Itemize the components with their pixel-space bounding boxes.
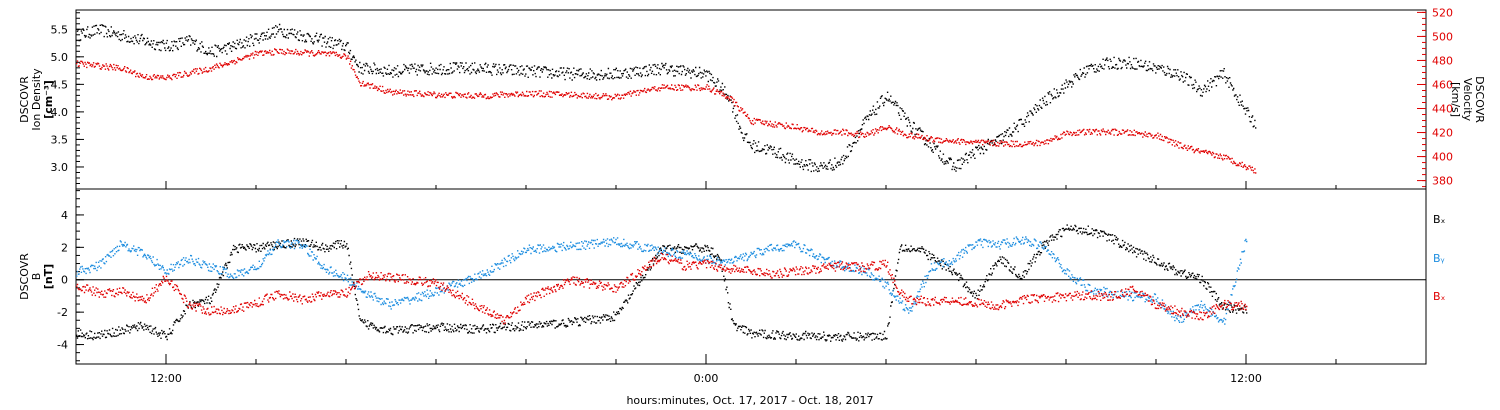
density-y-tick-label: 4.5 <box>51 78 69 91</box>
density-y-label: DSCOVRIon Density[cm⁻³] <box>18 68 55 131</box>
velocity-series-points <box>76 48 1257 174</box>
b-series-2-points <box>76 252 1248 325</box>
b-y-label-line: DSCOVR <box>18 253 31 300</box>
x-tick-label: 0:00 <box>694 372 719 385</box>
b-y-tick-label: -4 <box>57 339 68 352</box>
density-y-tick-label: 3.0 <box>51 161 69 174</box>
ion-density-series-points <box>76 23 1257 173</box>
velocity-y-tick-label: 520 <box>1432 6 1453 19</box>
density-y-tick-label: 5.0 <box>51 51 69 64</box>
b-y-label: DSCOVRB[nT] <box>18 253 55 300</box>
ion-density-velocity-panel: 3.0 3.5 4.0 4.5 5.0 5.5 380 400 420 440 460 480 500 5… <box>18 6 1486 190</box>
ion-density-series <box>76 23 1257 173</box>
density-y-label-line: [cm⁻³] <box>42 80 55 119</box>
velocity-y-label-line: [km/s] <box>1449 82 1462 117</box>
density-y-tick-label: 5.5 <box>51 23 69 36</box>
b-series-0 <box>76 224 1248 342</box>
magnetic-field-panel: -4 -2 0 2 4 DSCOVRB[nT] Bₓ Bᵧ Bₓ <box>18 188 1446 365</box>
x-axis: 12:00 0:00 12:00 <box>75 181 1427 385</box>
velocity-y-tick-label: 400 <box>1432 151 1453 164</box>
density-y-tick-label: 3.5 <box>51 133 69 146</box>
velocity-y-tick-label: 480 <box>1432 54 1453 67</box>
x-axis-title: hours:minutes, Oct. 17, 2017 - Oct. 18, … <box>626 394 873 407</box>
legend-label-2: Bₓ <box>1433 290 1446 303</box>
velocity-y-label-line: DSCOVR <box>1473 76 1486 123</box>
velocity-y-label: DSCOVRVelocity[km/s] <box>1449 76 1486 123</box>
velocity-y-tick-label: 460 <box>1432 78 1453 91</box>
legend-label-0: Bₓ <box>1433 213 1446 226</box>
velocity-y-label-line: Velocity <box>1461 78 1474 122</box>
b-series-0-points <box>76 224 1248 342</box>
velocity-y-tick-label: 440 <box>1432 103 1453 116</box>
density-y-label-line: DSCOVR <box>18 76 31 123</box>
legend-label-1: Bᵧ <box>1433 252 1445 265</box>
density-y-tick-label: 4.0 <box>51 106 69 119</box>
bottom-panel-frame <box>75 188 1427 365</box>
x-tick-label: 12:00 <box>150 372 182 385</box>
b-y-tick-label: 0 <box>61 274 68 287</box>
velocity-y-tick-label: 380 <box>1432 175 1453 188</box>
b-y-tick-label: 2 <box>61 241 68 254</box>
top-panel-frame <box>75 9 1427 190</box>
density-y-label-line: Ion Density <box>30 68 43 131</box>
b-y-tick-label: -2 <box>57 306 68 319</box>
x-tick-label: 12:00 <box>1230 372 1262 385</box>
b-y-tick-label: 4 <box>61 209 68 222</box>
velocity-series <box>76 48 1257 174</box>
velocity-y-tick-label: 420 <box>1432 127 1453 140</box>
velocity-y-tick-label: 500 <box>1432 30 1453 43</box>
b-y-label-line: B <box>30 273 43 281</box>
b-series-2 <box>76 252 1248 325</box>
b-y-label-line: [nT] <box>42 264 55 289</box>
